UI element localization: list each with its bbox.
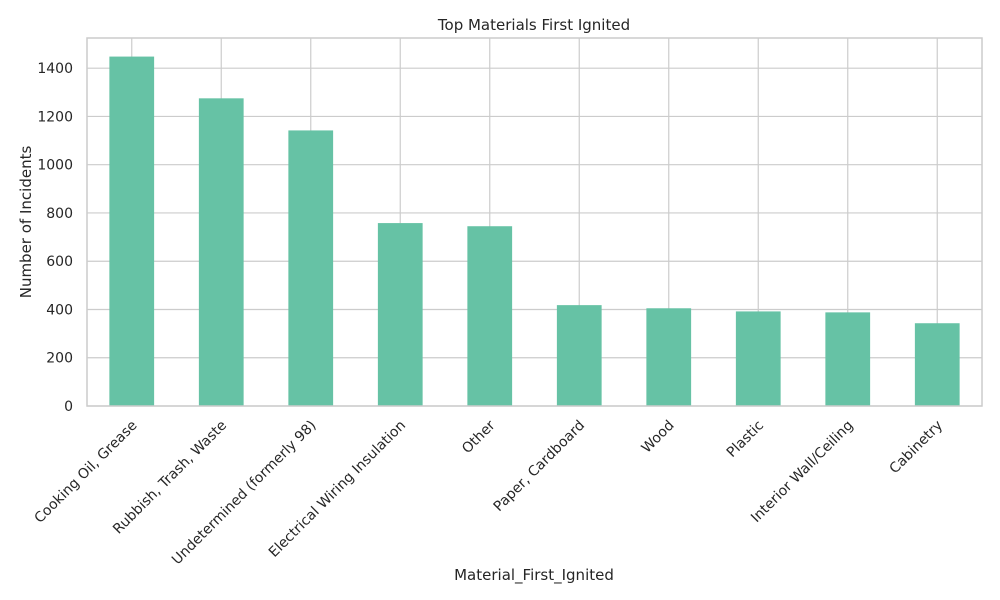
y-tick-label: 800 <box>46 206 73 222</box>
x-tick-label: Other <box>459 417 499 457</box>
y-tick-label: 1200 <box>37 109 73 125</box>
bar <box>735 311 781 406</box>
bar <box>825 312 871 406</box>
bar <box>646 308 692 406</box>
bar <box>377 223 423 406</box>
y-tick-label: 1000 <box>37 158 73 174</box>
x-axis-label: Material_First_Ignited <box>454 566 614 585</box>
bar <box>198 98 244 406</box>
y-tick-labels: 0 200 400 600 800 1000 1200 1400 <box>37 61 73 415</box>
y-tick-label: 600 <box>46 254 73 270</box>
x-tick-label: Plastic <box>724 418 767 461</box>
y-tick-label: 400 <box>46 302 73 318</box>
bar <box>556 305 602 406</box>
x-tick-label: Undetermined (formerly 98) <box>169 418 320 569</box>
bar <box>914 323 960 406</box>
bar <box>109 56 155 406</box>
bars <box>109 56 960 406</box>
y-tick-label: 0 <box>64 399 73 415</box>
x-tick-label: Interior Wall/Ceiling <box>748 418 856 526</box>
x-tick-label: Paper, Cardboard <box>491 418 588 515</box>
bar <box>467 226 513 406</box>
x-tick-label: Cabinetry <box>887 418 947 478</box>
chart-title: Top Materials First Ignited <box>437 16 630 34</box>
y-tick-label: 200 <box>46 351 73 367</box>
y-tick-label: 1400 <box>37 61 73 77</box>
x-tick-label: Wood <box>639 418 678 457</box>
x-gridlines <box>131 38 938 406</box>
y-axis-label: Number of Incidents <box>17 146 35 299</box>
plot-frame <box>86 37 983 407</box>
x-tick-label: Cooking Oil, Grease <box>32 418 141 527</box>
bar <box>288 130 334 406</box>
